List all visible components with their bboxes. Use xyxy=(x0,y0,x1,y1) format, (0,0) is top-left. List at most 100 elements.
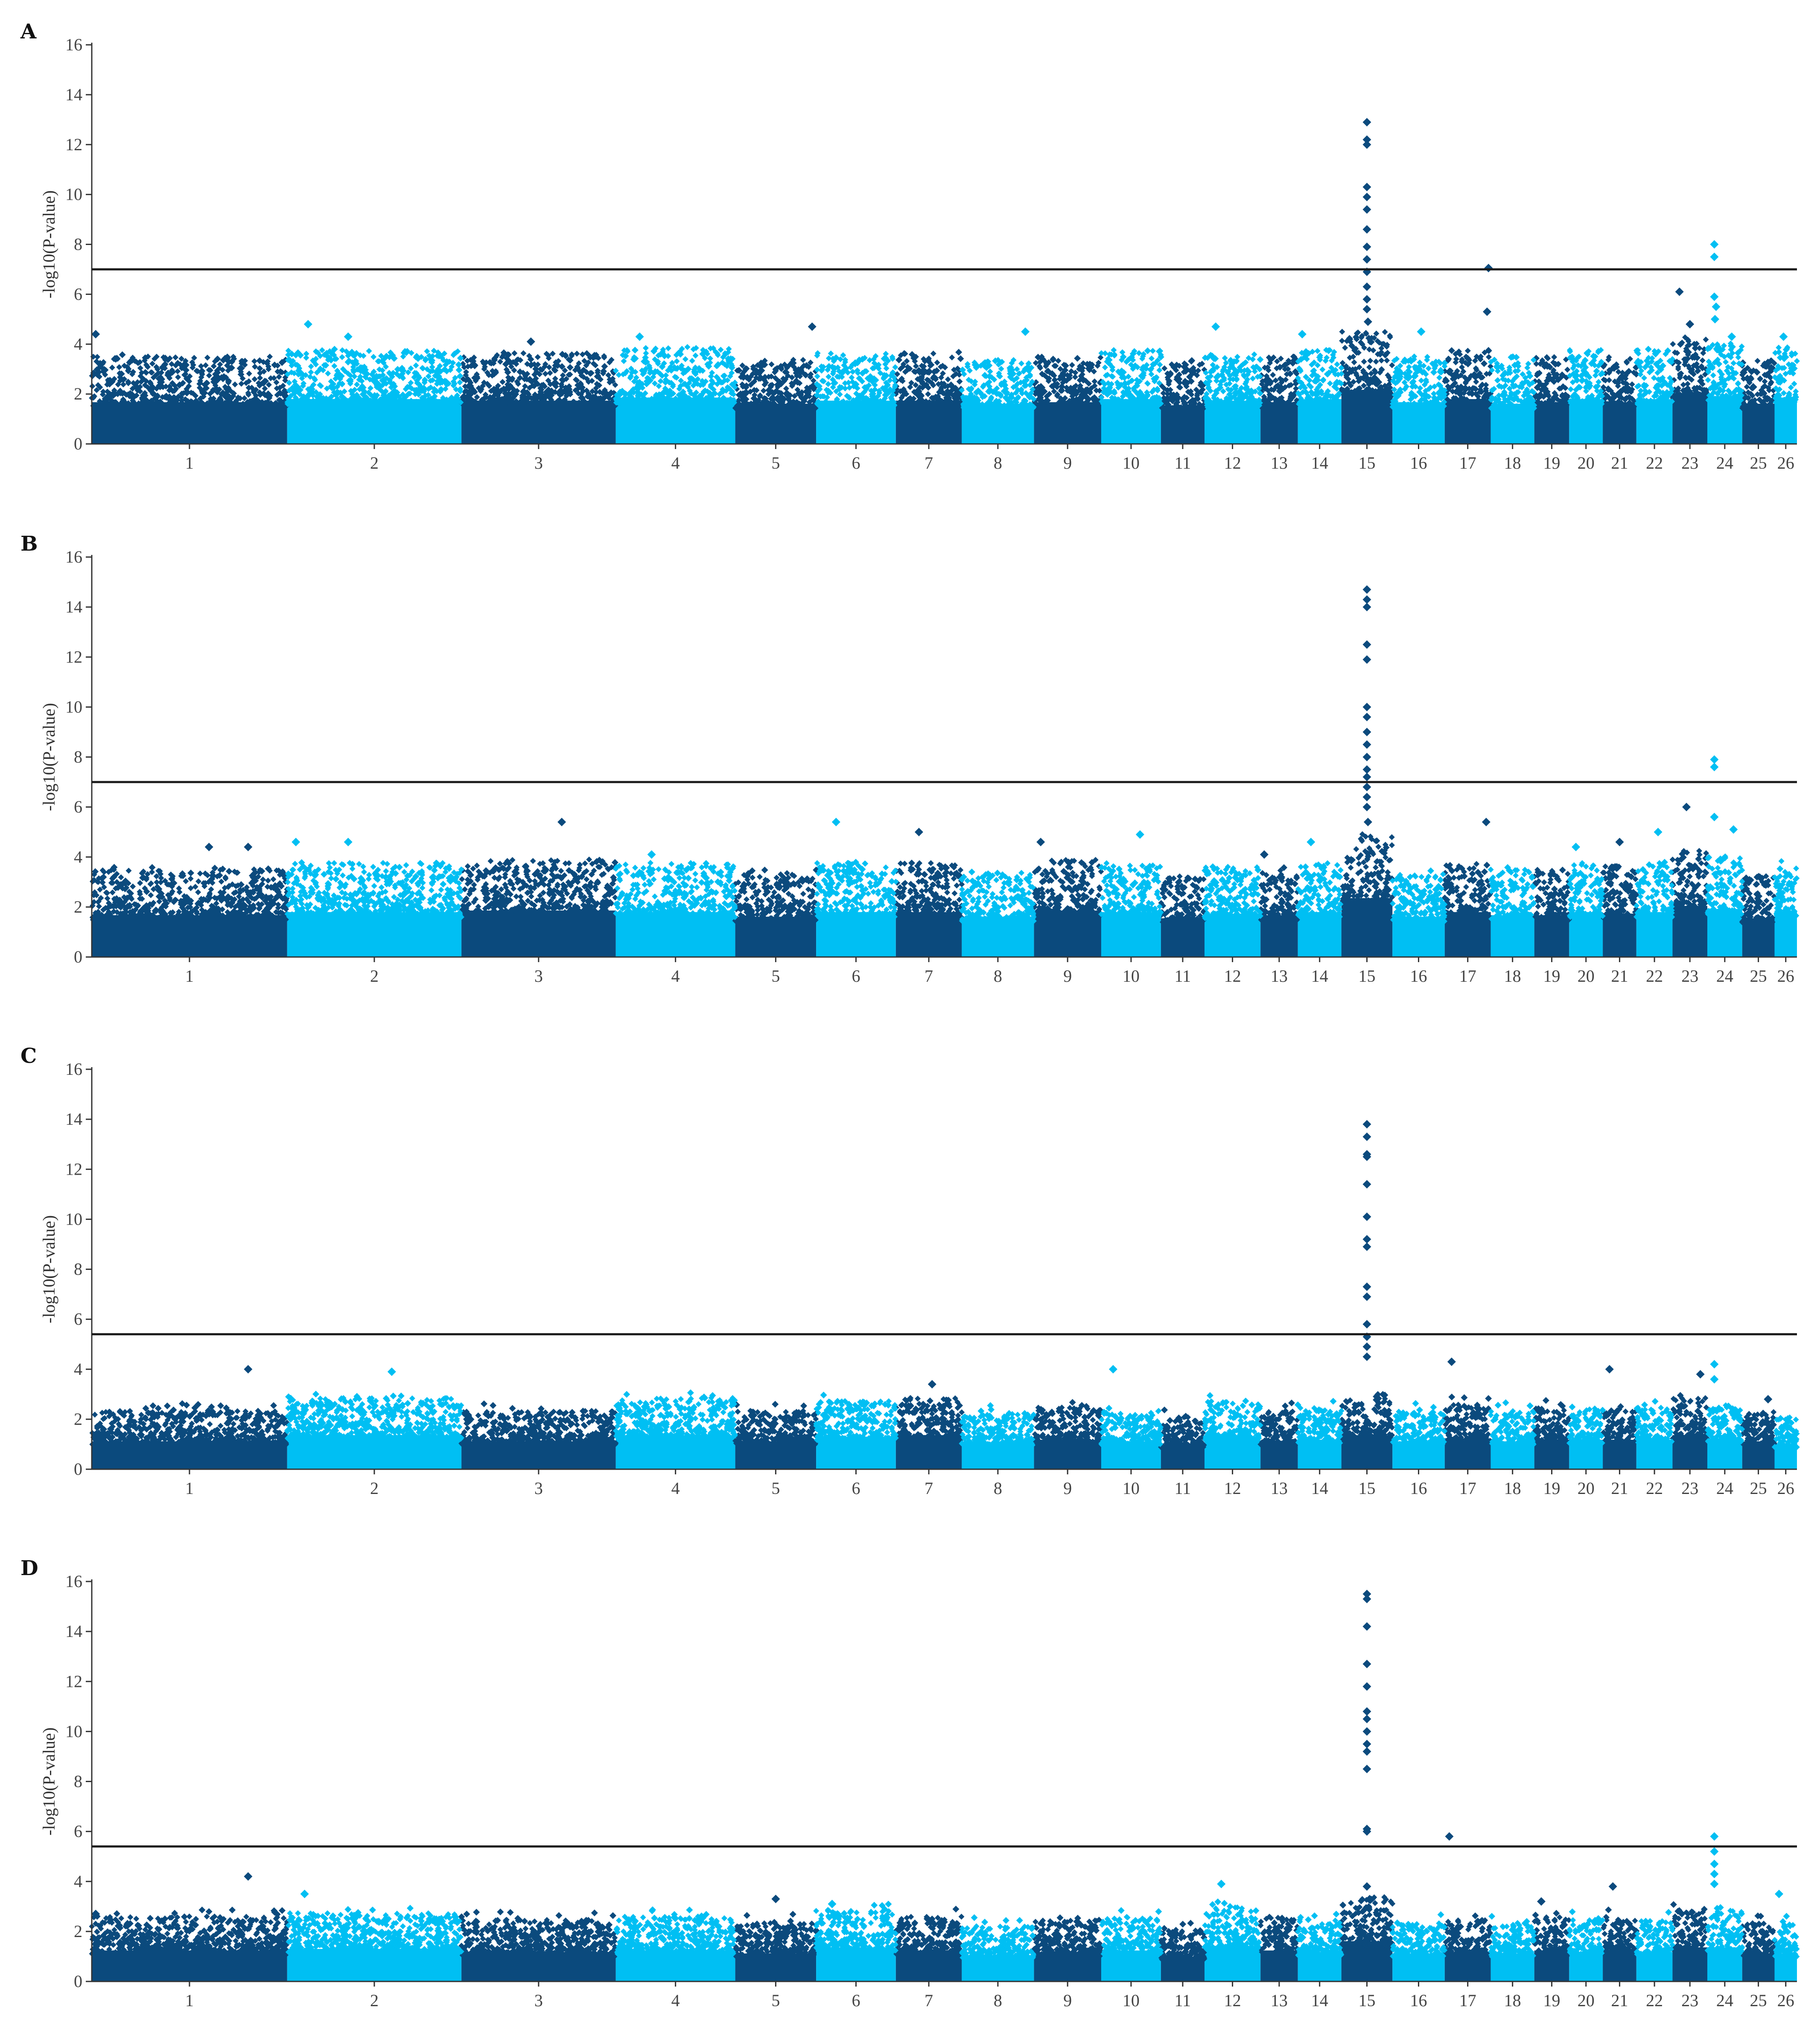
y-tick-label: 0 xyxy=(74,1972,82,1991)
x-tick-label-chr-5: 5 xyxy=(771,966,780,986)
snp-point xyxy=(1482,817,1490,826)
snp-point xyxy=(244,1365,253,1374)
x-tick-label-chr-4: 4 xyxy=(671,1479,680,1498)
y-tick-label: 10 xyxy=(65,697,82,716)
x-tick-label-chr-3: 3 xyxy=(534,966,543,986)
x-tick-label-chr-24: 24 xyxy=(1716,1991,1733,2010)
snp-point xyxy=(1362,603,1371,612)
x-tick-label-chr-15: 15 xyxy=(1359,966,1376,986)
snp-point xyxy=(1362,255,1371,264)
snp-point xyxy=(1135,830,1144,839)
snp-point xyxy=(771,1894,780,1903)
snp-points-light xyxy=(285,1898,1800,1961)
x-tick-label-chr-13: 13 xyxy=(1271,453,1288,473)
snp-points-dark xyxy=(89,329,1777,413)
x-tick-label-chr-1: 1 xyxy=(185,1479,194,1498)
x-tick-label-chr-17: 17 xyxy=(1459,453,1476,473)
snp-point xyxy=(1362,1727,1371,1736)
x-tick-label-chr-18: 18 xyxy=(1504,1991,1521,2010)
snp-point xyxy=(344,837,353,846)
snp-point xyxy=(292,837,300,846)
x-tick-label-chr-11: 11 xyxy=(1175,966,1191,986)
y-tick-label: 16 xyxy=(65,1059,82,1079)
x-tick-label-chr-19: 19 xyxy=(1543,1991,1560,2010)
x-tick-label-chr-21: 21 xyxy=(1611,1991,1628,2010)
x-tick-label-chr-7: 7 xyxy=(925,453,933,473)
x-tick-label-chr-6: 6 xyxy=(852,1991,860,2010)
chromosome-15-snp-band xyxy=(1341,390,1393,444)
snp-point xyxy=(1362,585,1371,594)
snp-point xyxy=(1362,205,1371,214)
snp-points xyxy=(89,1389,1800,1469)
x-tick-label-chr-14: 14 xyxy=(1311,966,1328,986)
x-tick-label-chr-16: 16 xyxy=(1410,966,1427,986)
snp-point xyxy=(1362,1282,1371,1291)
snp-point xyxy=(1710,1832,1719,1841)
x-tick-label-chr-18: 18 xyxy=(1504,453,1521,473)
y-tick-label: 6 xyxy=(74,284,82,303)
chromosome-21-snp-band xyxy=(1603,913,1636,957)
snp-point xyxy=(1362,1292,1371,1301)
x-tick-label-chr-24: 24 xyxy=(1716,1479,1733,1498)
chromosome-26-snp-band xyxy=(1774,397,1797,444)
x-tick-label-chr-13: 13 xyxy=(1271,1991,1288,2010)
snp-point xyxy=(1712,302,1721,311)
x-tick-label-chr-1: 1 xyxy=(185,1991,194,2010)
x-tick-label-chr-20: 20 xyxy=(1578,966,1595,986)
snp-point xyxy=(1362,640,1371,649)
snp-points-light xyxy=(284,340,1800,411)
x-tick-label-chr-5: 5 xyxy=(771,1991,780,2010)
snp-point xyxy=(1710,1847,1719,1856)
y-tick-label: 12 xyxy=(65,647,82,666)
snp-point xyxy=(1362,1590,1371,1599)
chromosome-7-snp-band xyxy=(895,912,962,957)
snp-point xyxy=(1710,762,1719,771)
x-tick-label-chr-15: 15 xyxy=(1359,453,1376,473)
y-tick-label: 10 xyxy=(65,185,82,204)
snp-point xyxy=(1362,282,1371,291)
snp-point xyxy=(1362,1827,1371,1836)
x-tick-label-chr-9: 9 xyxy=(1063,1991,1072,2010)
y-tick-label: 8 xyxy=(74,235,82,254)
x-tick-label-chr-4: 4 xyxy=(671,453,680,473)
snp-point xyxy=(91,330,100,338)
snp-point xyxy=(557,817,566,826)
y-tick-label: 4 xyxy=(74,334,82,353)
x-tick-label-chr-20: 20 xyxy=(1578,453,1595,473)
chromosome-14-snp-band xyxy=(1298,912,1342,957)
snp-point xyxy=(1362,1747,1371,1756)
x-tick-label-chr-24: 24 xyxy=(1716,453,1733,473)
chromosome-22-snp-band xyxy=(1636,912,1673,957)
x-tick-label-chr-4: 4 xyxy=(671,1991,680,2010)
y-tick-label: 14 xyxy=(65,597,82,616)
x-tick-label-chr-20: 20 xyxy=(1578,1479,1595,1498)
x-tick-label-chr-26: 26 xyxy=(1777,1479,1794,1498)
snp-point xyxy=(1447,1357,1456,1366)
snp-point xyxy=(1362,1765,1371,1774)
x-tick-label-chr-10: 10 xyxy=(1123,966,1140,986)
x-tick-label-chr-4: 4 xyxy=(671,966,680,986)
x-tick-label-chr-3: 3 xyxy=(534,453,543,473)
x-tick-label-chr-12: 12 xyxy=(1224,1479,1241,1498)
x-tick-label-chr-8: 8 xyxy=(994,1479,1002,1498)
y-tick-label: 14 xyxy=(65,1109,82,1129)
x-tick-label-chr-19: 19 xyxy=(1543,453,1560,473)
snp-point xyxy=(1362,135,1371,144)
y-tick-label: 6 xyxy=(74,797,82,817)
snp-point xyxy=(1710,1859,1719,1868)
snp-point xyxy=(1036,837,1045,846)
snp-point xyxy=(1260,850,1269,859)
snp-point xyxy=(1307,837,1315,846)
snp-points xyxy=(89,831,1800,957)
x-tick-label-chr-18: 18 xyxy=(1504,1479,1521,1498)
snp-point xyxy=(1362,655,1371,664)
y-tick-label: 12 xyxy=(65,135,82,154)
x-tick-label-chr-21: 21 xyxy=(1611,966,1628,986)
snp-point xyxy=(1696,1370,1705,1379)
x-tick-label-chr-11: 11 xyxy=(1175,453,1191,473)
y-tick-label: 10 xyxy=(65,1209,82,1228)
snp-point xyxy=(1675,287,1684,296)
snp-point xyxy=(1362,1132,1371,1141)
x-tick-label-chr-6: 6 xyxy=(852,966,860,986)
